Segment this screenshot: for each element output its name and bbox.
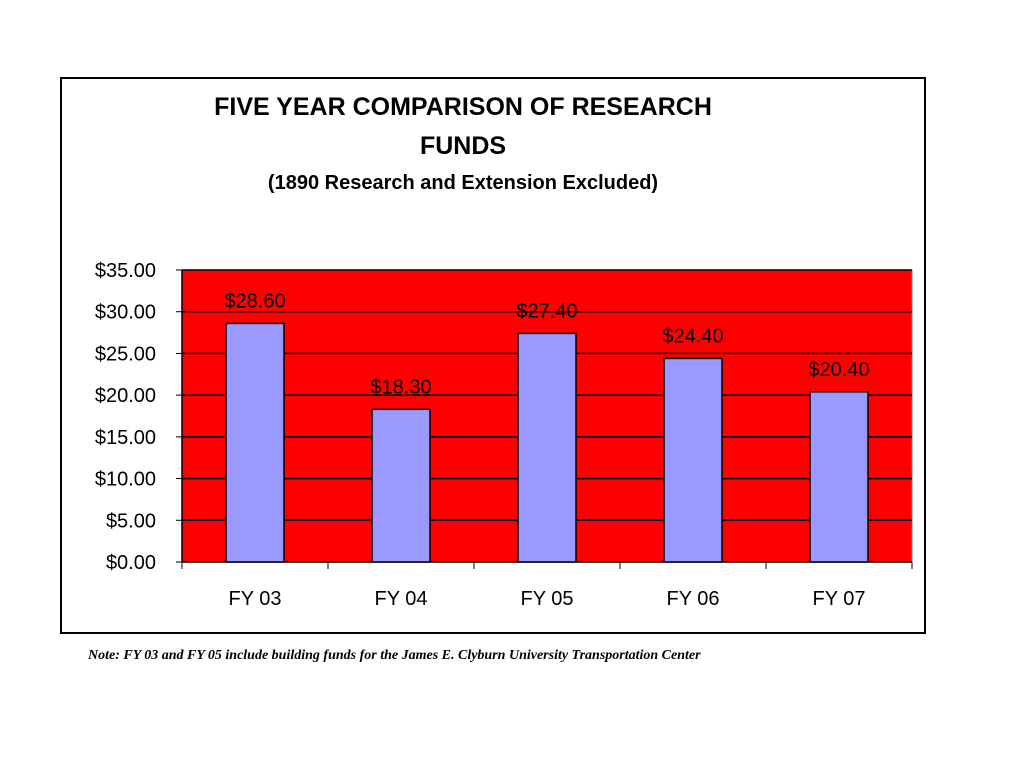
x-tick-label: FY 05 — [521, 588, 574, 610]
y-tick-label: $15.00 — [95, 427, 156, 449]
x-tick-label: FY 06 — [667, 588, 720, 610]
y-tick-label: $30.00 — [95, 302, 156, 324]
x-tick-label: FY 07 — [813, 588, 866, 610]
chart-title-line-2: FUNDS — [419, 132, 507, 160]
data-label: $24.40 — [662, 325, 723, 347]
bar — [371, 408, 431, 563]
y-tick-label: $35.00 — [95, 260, 156, 282]
bar — [809, 391, 869, 563]
bar — [517, 332, 577, 563]
bar — [225, 322, 285, 563]
data-label: $27.40 — [516, 300, 577, 322]
y-tick-label: $20.00 — [95, 385, 156, 407]
x-tick-label: FY 03 — [229, 588, 282, 610]
y-tick-label: $25.00 — [95, 343, 156, 365]
data-label: $20.40 — [808, 359, 869, 381]
y-tick-label: $5.00 — [106, 510, 156, 532]
data-label: $18.30 — [370, 376, 431, 398]
x-tick-label: FY 04 — [375, 588, 428, 610]
chart-subtitle: (1890 Research and Extension Excluded) — [267, 172, 659, 194]
bar — [663, 357, 723, 563]
chart-title-line-1: FIVE YEAR COMPARISON OF RESEARCH — [214, 93, 712, 121]
footnote: Note: FY 03 and FY 05 include building f… — [88, 648, 701, 663]
data-label: $28.60 — [224, 290, 285, 312]
y-tick-label: $10.00 — [95, 469, 156, 491]
y-tick-label: $0.00 — [106, 552, 156, 574]
